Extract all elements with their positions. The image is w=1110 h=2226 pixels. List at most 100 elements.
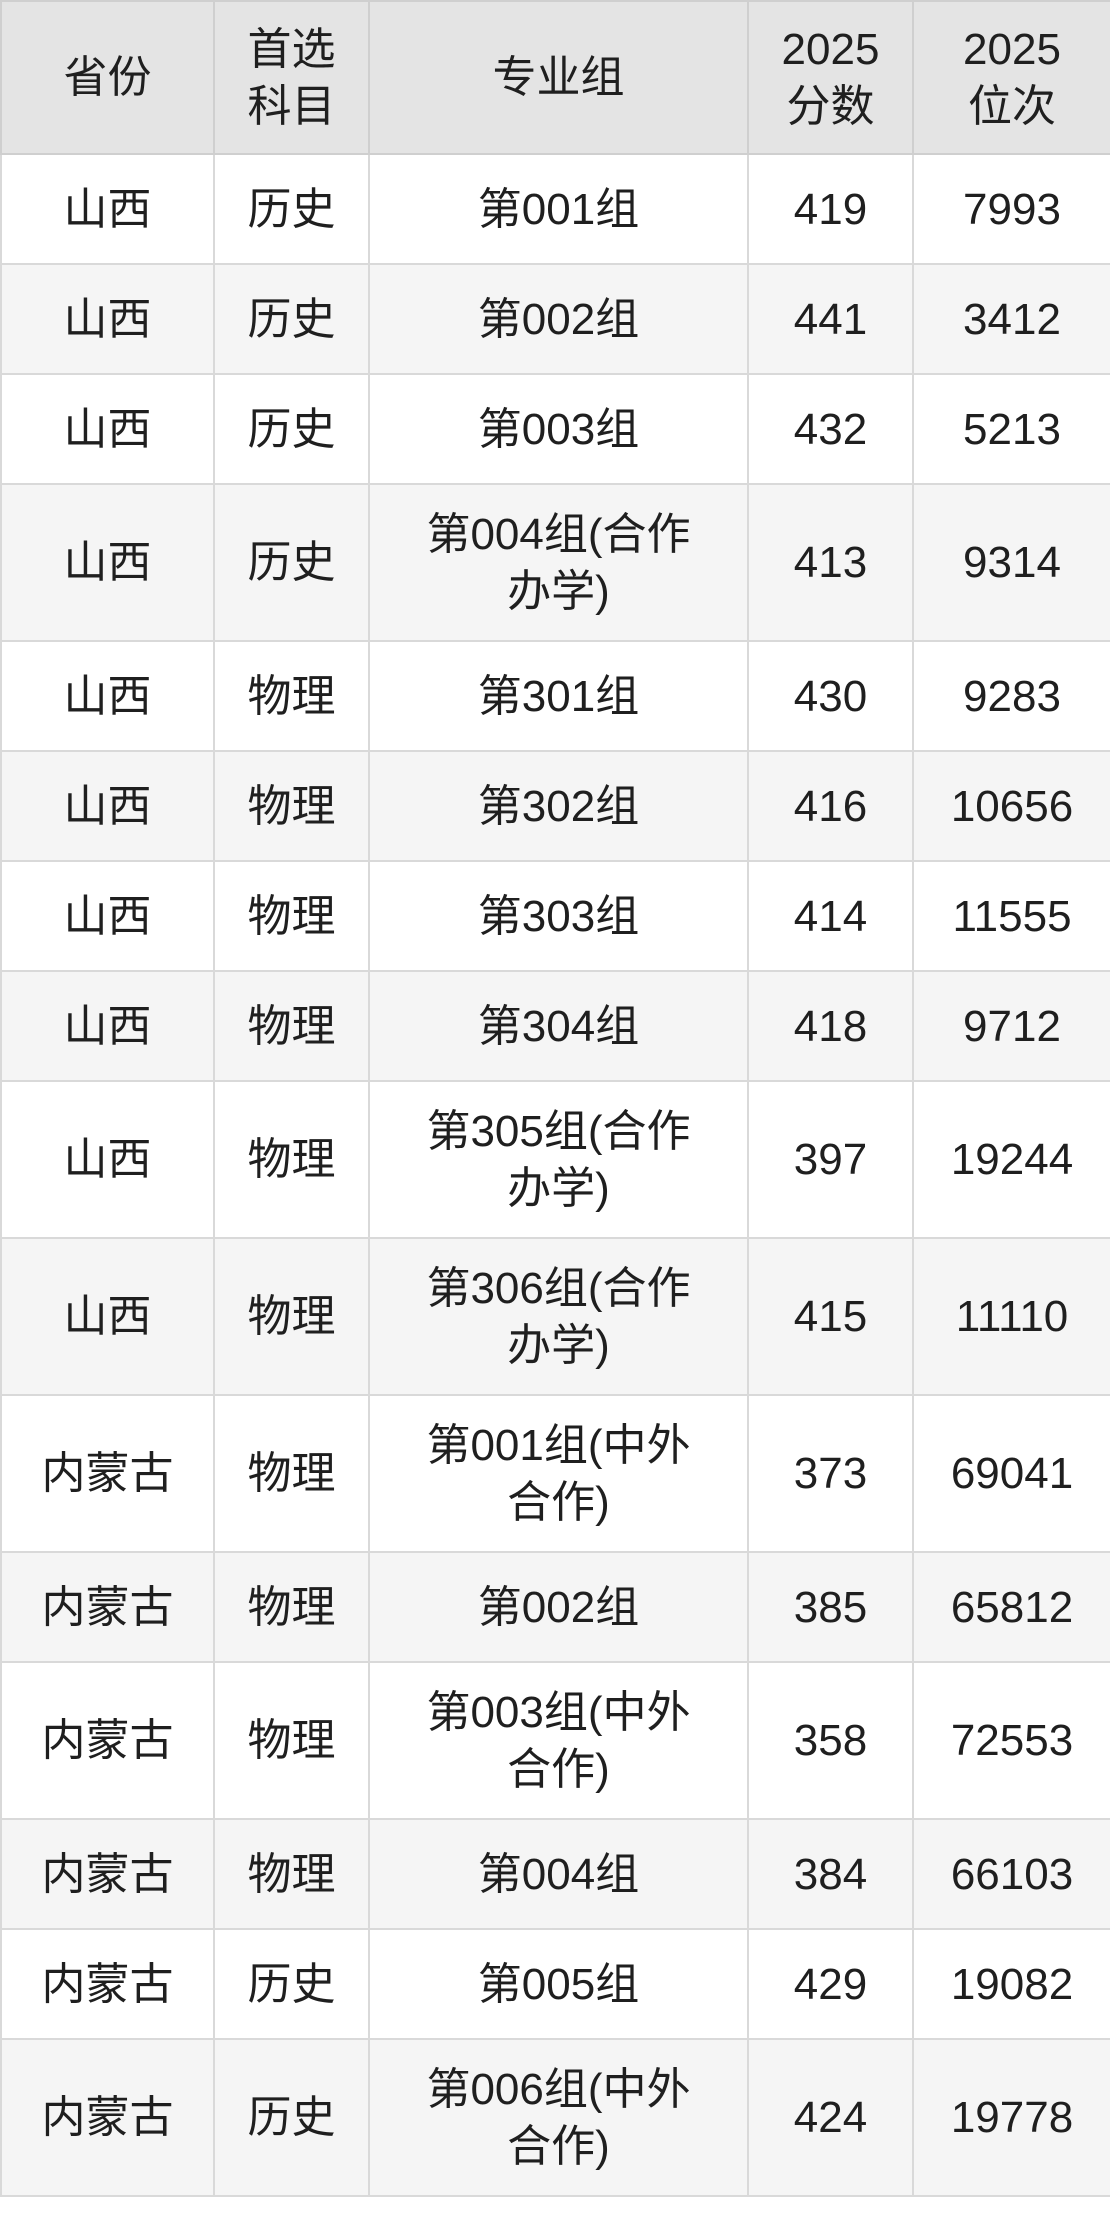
- cell-group: 第001组: [368, 153, 749, 265]
- cell-rank: 19778: [912, 2038, 1110, 2197]
- cell-rank: 9283: [912, 640, 1110, 752]
- cell-province: 山西: [0, 970, 215, 1082]
- cell-group: 第004组: [368, 1818, 749, 1930]
- table-row: 内蒙古 物理 第002组 385 65812: [0, 1551, 1110, 1663]
- cell-group: 第302组: [368, 750, 749, 862]
- cell-rank: 9712: [912, 970, 1110, 1082]
- cell-score: 424: [747, 2038, 914, 2197]
- cell-group: 第304组: [368, 970, 749, 1082]
- cell-province: 山西: [0, 263, 215, 375]
- cell-province: 山西: [0, 1080, 215, 1239]
- cell-group: 第002组: [368, 1551, 749, 1663]
- cell-score: 373: [747, 1394, 914, 1553]
- cell-group: 第301组: [368, 640, 749, 752]
- cell-subject: 物理: [213, 1551, 370, 1663]
- table-body: 山西 历史 第001组 419 7993 山西 历史 第002组 441 341…: [0, 153, 1110, 2197]
- cell-score: 413: [747, 483, 914, 642]
- cell-group: 第004组(合作 办学): [368, 483, 749, 642]
- cell-subject: 物理: [213, 1394, 370, 1553]
- table-row: 内蒙古 物理 第001组(中外 合作) 373 69041: [0, 1394, 1110, 1553]
- cell-score: 384: [747, 1818, 914, 1930]
- cell-rank: 19244: [912, 1080, 1110, 1239]
- table-row: 山西 历史 第002组 441 3412: [0, 263, 1110, 375]
- cell-province: 内蒙古: [0, 1394, 215, 1553]
- table-row: 山西 物理 第304组 418 9712: [0, 970, 1110, 1082]
- cell-score: 385: [747, 1551, 914, 1663]
- cell-group: 第002组: [368, 263, 749, 375]
- column-header-rank: 2025 位次: [912, 0, 1110, 155]
- header-row: 省份 首选 科目 专业组 2025 分数 2025 位次: [0, 0, 1110, 155]
- cell-province: 内蒙古: [0, 1928, 215, 2040]
- cell-score: 415: [747, 1237, 914, 1396]
- cell-rank: 69041: [912, 1394, 1110, 1553]
- cell-subject: 历史: [213, 2038, 370, 2197]
- table-row: 山西 历史 第001组 419 7993: [0, 153, 1110, 265]
- cell-province: 内蒙古: [0, 2038, 215, 2197]
- table-row: 山西 历史 第003组 432 5213: [0, 373, 1110, 485]
- cell-subject: 物理: [213, 1237, 370, 1396]
- cell-score: 358: [747, 1661, 914, 1820]
- cell-province: 山西: [0, 373, 215, 485]
- cell-rank: 19082: [912, 1928, 1110, 2040]
- cell-subject: 物理: [213, 1661, 370, 1820]
- cell-rank: 66103: [912, 1818, 1110, 1930]
- table-row: 山西 物理 第303组 414 11555: [0, 860, 1110, 972]
- table-row: 山西 物理 第301组 430 9283: [0, 640, 1110, 752]
- column-header-subject: 首选 科目: [213, 0, 370, 155]
- table-row: 内蒙古 物理 第004组 384 66103: [0, 1818, 1110, 1930]
- cell-group: 第006组(中外 合作): [368, 2038, 749, 2197]
- cell-province: 山西: [0, 750, 215, 862]
- cell-rank: 5213: [912, 373, 1110, 485]
- table-row: 山西 物理 第302组 416 10656: [0, 750, 1110, 862]
- cell-province: 内蒙古: [0, 1661, 215, 1820]
- cell-subject: 物理: [213, 750, 370, 862]
- column-header-province: 省份: [0, 0, 215, 155]
- table-row: 内蒙古 历史 第006组(中外 合作) 424 19778: [0, 2038, 1110, 2197]
- cell-rank: 11555: [912, 860, 1110, 972]
- cell-subject: 物理: [213, 640, 370, 752]
- cell-group: 第001组(中外 合作): [368, 1394, 749, 1553]
- column-header-score: 2025 分数: [747, 0, 914, 155]
- cell-province: 山西: [0, 153, 215, 265]
- cell-rank: 7993: [912, 153, 1110, 265]
- cell-rank: 9314: [912, 483, 1110, 642]
- cell-group: 第005组: [368, 1928, 749, 2040]
- cell-rank: 65812: [912, 1551, 1110, 1663]
- cell-subject: 物理: [213, 860, 370, 972]
- cell-rank: 10656: [912, 750, 1110, 862]
- cell-group: 第305组(合作 办学): [368, 1080, 749, 1239]
- cell-subject: 历史: [213, 483, 370, 642]
- cell-group: 第003组(中外 合作): [368, 1661, 749, 1820]
- table-row: 山西 历史 第004组(合作 办学) 413 9314: [0, 483, 1110, 642]
- cell-province: 山西: [0, 860, 215, 972]
- table-row: 山西 物理 第306组(合作 办学) 415 11110: [0, 1237, 1110, 1396]
- cell-score: 397: [747, 1080, 914, 1239]
- cell-province: 内蒙古: [0, 1818, 215, 1930]
- column-header-group: 专业组: [368, 0, 749, 155]
- cell-score: 441: [747, 263, 914, 375]
- cell-subject: 物理: [213, 970, 370, 1082]
- cell-subject: 物理: [213, 1818, 370, 1930]
- table-row: 山西 物理 第305组(合作 办学) 397 19244: [0, 1080, 1110, 1239]
- cell-group: 第003组: [368, 373, 749, 485]
- cell-score: 432: [747, 373, 914, 485]
- cell-subject: 物理: [213, 1080, 370, 1239]
- table-row: 内蒙古 物理 第003组(中外 合作) 358 72553: [0, 1661, 1110, 1820]
- cell-rank: 72553: [912, 1661, 1110, 1820]
- table-row: 内蒙古 历史 第005组 429 19082: [0, 1928, 1110, 2040]
- cell-subject: 历史: [213, 373, 370, 485]
- cell-rank: 11110: [912, 1237, 1110, 1396]
- cell-score: 418: [747, 970, 914, 1082]
- cell-subject: 历史: [213, 1928, 370, 2040]
- cell-score: 414: [747, 860, 914, 972]
- cell-subject: 历史: [213, 153, 370, 265]
- cell-group: 第306组(合作 办学): [368, 1237, 749, 1396]
- cell-score: 419: [747, 153, 914, 265]
- cell-province: 山西: [0, 640, 215, 752]
- cell-subject: 历史: [213, 263, 370, 375]
- cell-province: 山西: [0, 1237, 215, 1396]
- cell-score: 416: [747, 750, 914, 862]
- cell-group: 第303组: [368, 860, 749, 972]
- cell-rank: 3412: [912, 263, 1110, 375]
